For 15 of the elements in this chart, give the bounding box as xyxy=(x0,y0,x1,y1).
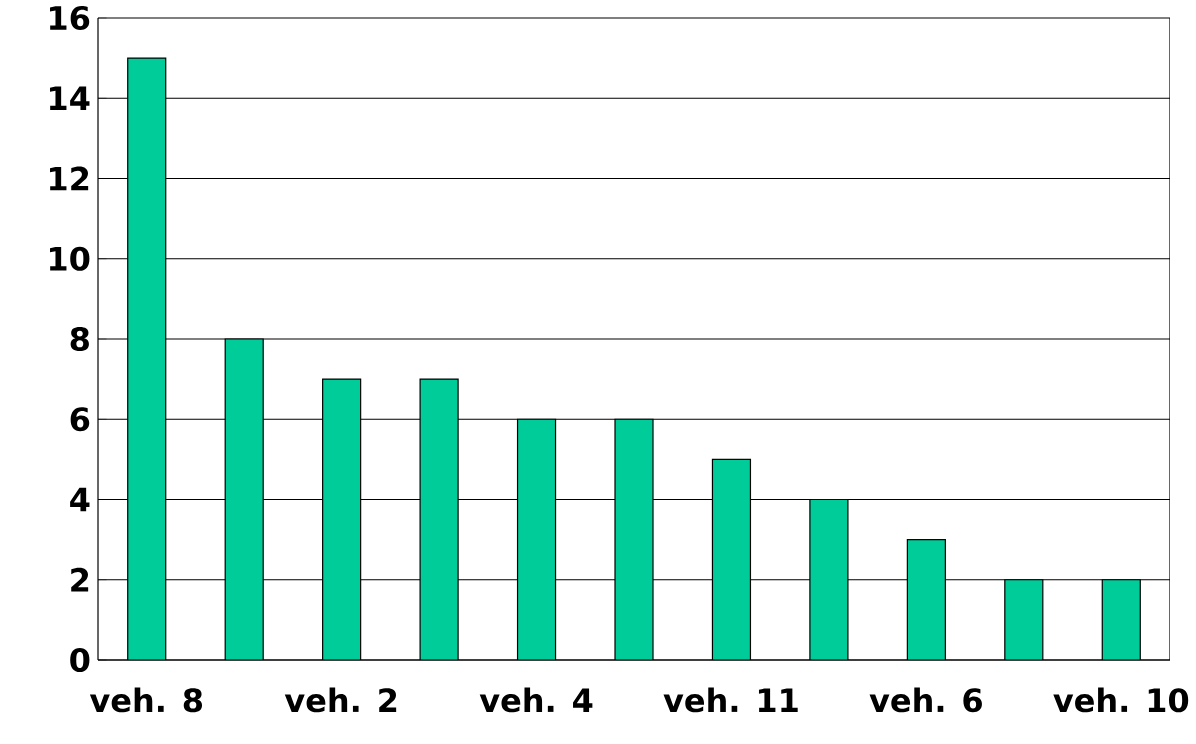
y-tick-label: 16 xyxy=(50,5,90,31)
x-tick-label: veh. 8 xyxy=(89,687,203,713)
y-tick-label: 0 xyxy=(70,647,90,673)
x-tick-label: veh. 2 xyxy=(284,687,397,713)
y-tick-label: 8 xyxy=(70,326,89,352)
x-tick-label: veh. 11 xyxy=(663,687,798,713)
x-tick-label: veh. 10 xyxy=(1053,687,1189,713)
y-tick-label: 14 xyxy=(50,86,90,110)
y-tick-label: 12 xyxy=(50,166,89,191)
x-tick-label: veh. 4 xyxy=(479,687,593,713)
y-tick-label: 6 xyxy=(70,407,90,432)
y-tick-label: 4 xyxy=(70,487,90,512)
y-tick-label: 2 xyxy=(71,567,89,592)
y-tick-label: 10 xyxy=(50,246,90,271)
x-tick-label: veh. 6 xyxy=(869,687,982,713)
